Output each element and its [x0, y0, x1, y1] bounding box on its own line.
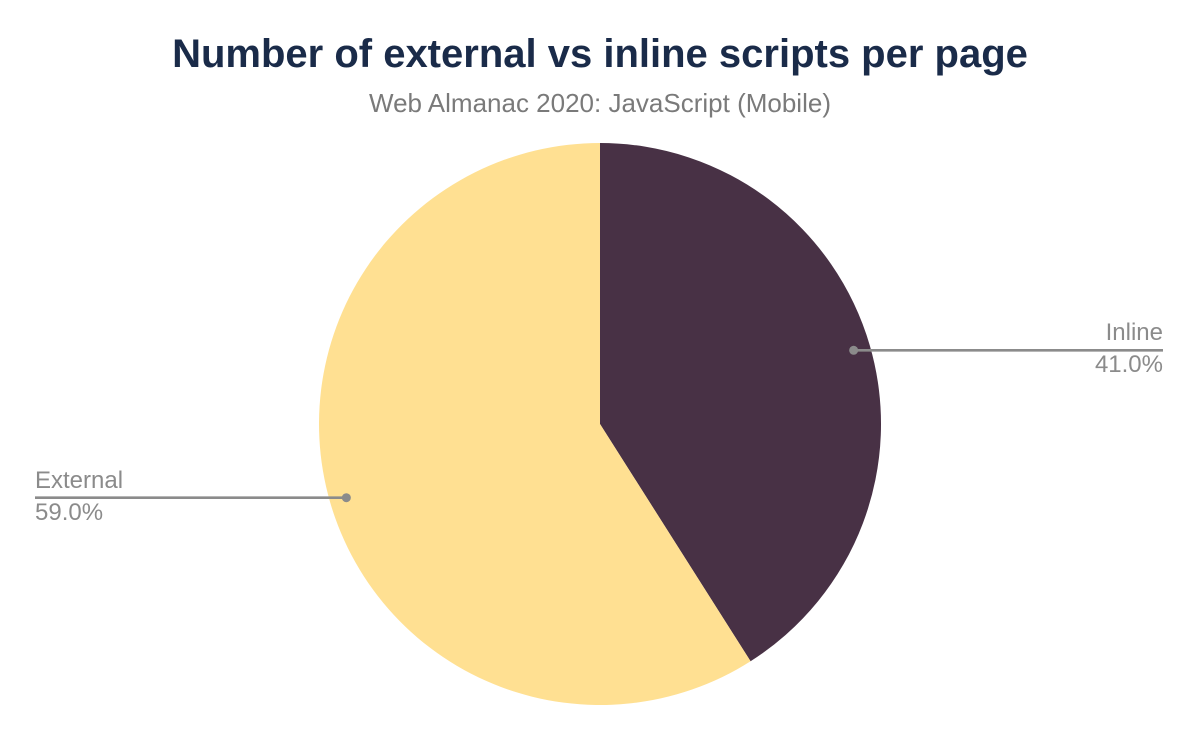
slice-percent-inline: 41.0% [1094, 351, 1163, 378]
slice-callout-external: External 59.0% [35, 468, 123, 526]
slice-callout-inline: Inline 41.0% [1095, 320, 1163, 378]
pie-slice-inline[interactable] [600, 143, 882, 662]
chart-title: Number of external vs inline scripts per… [172, 32, 1028, 76]
chart-subtitle: Web Almanac 2020: JavaScript (Mobile) [369, 88, 831, 118]
slice-label-external: External [35, 467, 124, 494]
callout-dot-external [341, 493, 351, 503]
callout-dot-inline [849, 345, 859, 355]
pie-slice-external[interactable] [319, 143, 751, 705]
slice-label-inline: Inline [1105, 319, 1163, 346]
slice-percent-external: 59.0% [35, 499, 104, 526]
